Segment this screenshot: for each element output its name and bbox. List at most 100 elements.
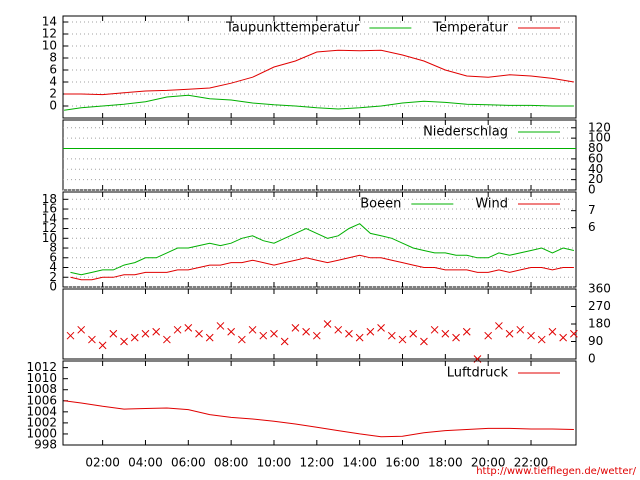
scatter-point — [355, 333, 364, 342]
scatter-point — [334, 325, 343, 334]
y-tick-label: 8 — [49, 51, 57, 65]
scatter-point — [527, 331, 535, 340]
y2-tick-label: 270 — [588, 299, 611, 313]
y-tick-label: 14 — [42, 15, 57, 29]
y-tick-label: 6 — [49, 250, 57, 264]
y-tick-label: 10 — [42, 231, 57, 245]
y-tick-label: 1002 — [26, 415, 57, 429]
footer-link: http://www.tiefflegen.de/wetter/ — [476, 466, 636, 477]
y2-tick-label: 100 — [588, 131, 611, 145]
legend-label: Taupunkttemperatur — [225, 21, 360, 36]
y2-tick-label: 60 — [588, 151, 603, 165]
y2-tick-label: 6 — [588, 220, 596, 234]
panel-frame — [62, 288, 577, 360]
series-line — [70, 223, 575, 276]
scatter-point — [280, 337, 289, 346]
scatter-point — [227, 327, 235, 336]
y-tick-label: 10 — [42, 39, 57, 53]
x-tick-label: 02:00 — [85, 456, 120, 470]
x-tick-label: 12:00 — [300, 456, 335, 470]
scatter-point — [377, 324, 385, 332]
scatter-point — [387, 331, 396, 340]
y2-tick-label: 0 — [588, 352, 596, 366]
y-tick-label: 2 — [49, 87, 57, 101]
x-tick-label: 06:00 — [171, 456, 206, 470]
y-tick-label: 1000 — [26, 426, 57, 440]
x-tick-label: 22:00 — [514, 456, 549, 470]
x-tick-label: 08:00 — [214, 456, 249, 470]
scatter-point — [88, 335, 96, 344]
scatter-point — [452, 333, 460, 342]
y-tick-label: 12 — [42, 27, 57, 41]
y-tick-label: 1006 — [26, 393, 57, 407]
y-tick-label: 2 — [49, 270, 57, 284]
scatter-point — [323, 320, 332, 328]
scatter-point — [195, 329, 203, 338]
scatter-point — [495, 322, 503, 330]
scatter-point — [537, 335, 546, 344]
scatter-point — [345, 329, 353, 338]
legend-label: Niederschlag — [423, 125, 508, 140]
y2-tick-label: 40 — [588, 162, 603, 176]
series-line — [64, 49, 574, 96]
scatter-point — [409, 329, 418, 338]
scatter-point — [259, 331, 268, 340]
x-tick-label: 14:00 — [342, 456, 377, 470]
scatter-point — [130, 333, 139, 342]
x-tick-label: 20:00 — [471, 456, 506, 470]
scatter-point — [163, 335, 171, 344]
scatter-point — [205, 333, 214, 342]
y2-tick-label: 120 — [588, 120, 611, 134]
scatter-point — [120, 337, 128, 346]
y2-tick-label: 360 — [588, 282, 611, 296]
y-tick-label: 0 — [49, 280, 57, 294]
scatter-point — [570, 329, 578, 338]
y2-tick-label: 180 — [588, 317, 611, 331]
x-tick-label: 04:00 — [128, 456, 163, 470]
legend-label: Temperatur — [432, 21, 508, 36]
scatter-point — [173, 325, 182, 334]
scatter-point — [98, 341, 107, 350]
y2-tick-label: 90 — [588, 334, 603, 348]
y-tick-label: 1010 — [26, 371, 57, 385]
scatter-point — [505, 329, 514, 338]
scatter-point — [302, 327, 310, 336]
y2-tick-label: 80 — [588, 141, 603, 155]
scatter-point — [312, 331, 321, 340]
scatter-point — [398, 335, 407, 344]
scatter-point — [248, 325, 257, 334]
panel-frame — [62, 191, 577, 288]
scatter-point — [462, 327, 471, 336]
scatter-point — [291, 324, 300, 332]
y-tick-label: 1012 — [26, 360, 57, 374]
panel-frame — [62, 360, 577, 446]
y-tick-label: 1008 — [26, 382, 57, 396]
scatter-point — [548, 327, 557, 336]
scatter-point — [109, 329, 118, 338]
legend-label: Boeen — [360, 197, 401, 212]
series-line — [64, 400, 574, 438]
x-tick-label: 16:00 — [385, 456, 420, 470]
scatter-point — [66, 331, 75, 340]
scatter-point — [77, 325, 86, 334]
y2-tick-label: 7 — [588, 203, 596, 217]
y-tick-label: 12 — [42, 221, 57, 235]
y-tick-label: 0 — [49, 99, 57, 113]
scatter-point — [270, 329, 278, 338]
x-tick-label: 10:00 — [257, 456, 292, 470]
y-tick-label: 998 — [34, 438, 57, 452]
y-tick-label: 8 — [49, 241, 57, 255]
panel-frame — [62, 15, 577, 119]
y2-tick-label: 0 — [588, 183, 596, 197]
scatter-point — [484, 331, 493, 340]
series-line — [64, 94, 574, 111]
y-tick-label: 18 — [42, 192, 57, 206]
scatter-point — [238, 335, 246, 344]
scatter-point — [152, 327, 161, 336]
series-line — [70, 254, 574, 281]
scatter-point — [559, 333, 568, 342]
y-tick-label: 4 — [49, 260, 57, 274]
scatter-point — [184, 324, 193, 332]
scatter-point — [366, 327, 375, 336]
